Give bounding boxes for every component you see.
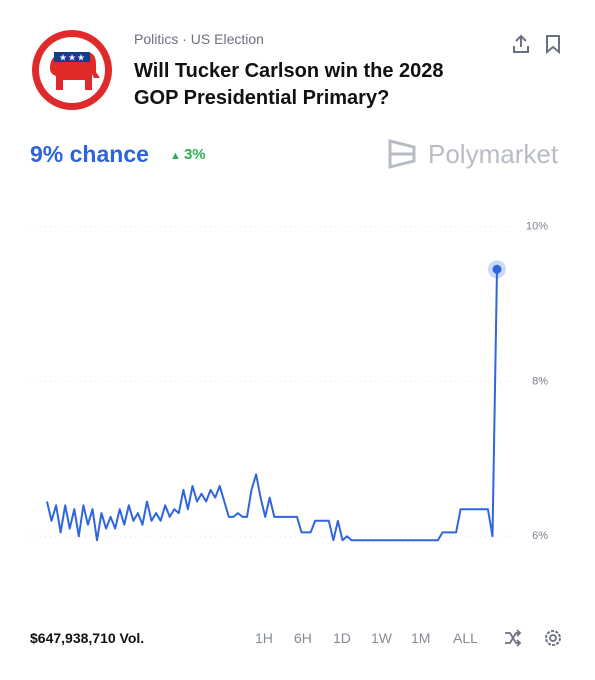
svg-text:★: ★ (68, 52, 76, 62)
price-line (46, 269, 498, 542)
range-button[interactable]: 1W (371, 630, 392, 646)
brand: Polymarket (428, 139, 559, 169)
y-tick-label: 6% (532, 530, 548, 542)
svg-text:★: ★ (59, 52, 67, 62)
share-button[interactable] (510, 33, 532, 55)
range-button[interactable]: 6H (294, 630, 312, 646)
svg-text:★: ★ (77, 52, 85, 62)
change: ▲ 3% (170, 146, 206, 163)
category: Politics · US Election (134, 31, 264, 47)
change-value: 3% (183, 146, 206, 163)
chance: 9% chance (30, 141, 149, 167)
brand-logo (388, 139, 416, 169)
current-point (492, 264, 502, 274)
chart: 6% 8% 10% (30, 221, 548, 542)
y-tick-label: 10% (526, 221, 548, 233)
compare-button[interactable] (502, 628, 522, 648)
volume: $647,938,710 Vol. (30, 630, 145, 646)
market-logo: ★ ★ ★ (32, 30, 112, 110)
range-button[interactable]: 1H (255, 630, 273, 646)
range-button[interactable]: 1D (333, 630, 351, 646)
market-title: Will Tucker Carlson win the 2028 GOP Pre… (134, 60, 444, 109)
range-button[interactable]: 1M (411, 630, 431, 646)
y-tick-label: 8% (532, 375, 548, 387)
range-button[interactable]: ALL (453, 630, 478, 646)
settings-button[interactable] (543, 628, 563, 648)
bookmark-button[interactable] (542, 33, 564, 55)
